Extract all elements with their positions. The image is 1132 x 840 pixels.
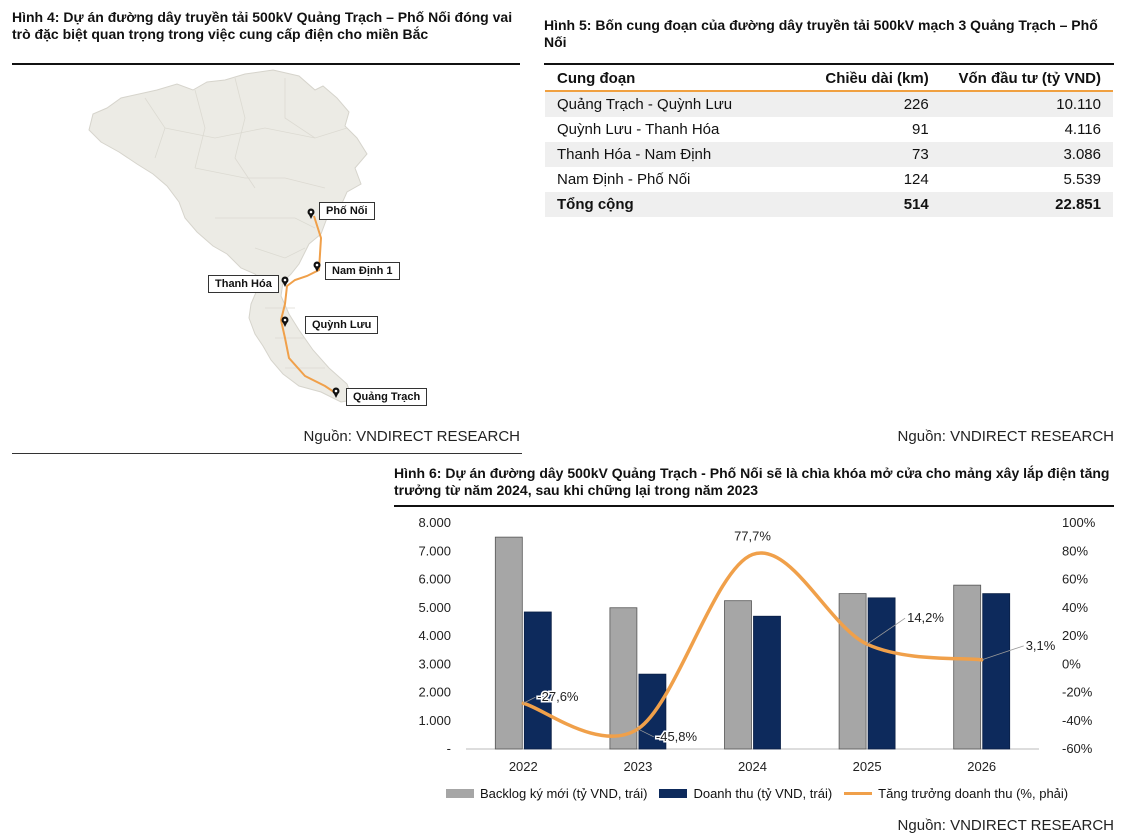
figure5-source: Nguồn: VNDIRECT RESEARCH <box>897 428 1114 445</box>
cell-length: 226 <box>809 91 941 117</box>
bar-revenue <box>753 615 781 750</box>
bar-backlog <box>838 593 867 750</box>
col-header-segment: Cung đoạn <box>545 66 809 92</box>
x-axis-tick-label: 2025 <box>853 759 882 774</box>
bar-backlog <box>724 600 752 750</box>
data-label-leader <box>637 728 655 738</box>
chart-legend: Backlog ký mới (tỷ VND, trái) Doanh thu … <box>446 786 1068 801</box>
left-axis-tick-label: 3.000 <box>418 656 451 671</box>
figure4-title: Hình 4: Dự án đường dây truyền tải 500kV… <box>12 9 513 42</box>
cell-investment: 10.110 <box>940 91 1113 117</box>
table-total-row: Tổng cộng 514 22.851 <box>545 192 1113 217</box>
cell-investment: 5.539 <box>1063 171 1101 188</box>
figure6-chart: 8.000 7.000 6.000 5.000 4.000 3.000 2.000 1.000… <box>418 515 1096 774</box>
vietnam-north-map <box>88 69 368 403</box>
map-landmass <box>88 69 368 403</box>
right-axis-tick-label: 0% <box>1062 656 1081 671</box>
cell-investment: 4.116 <box>1064 121 1101 138</box>
data-label-leader <box>866 617 906 645</box>
map-label-pho-noi: Phố Nối <box>319 202 375 220</box>
right-axis-tick-label: -40% <box>1062 713 1093 728</box>
map-pin-icon <box>307 208 315 219</box>
figure4-title-rule <box>12 63 520 65</box>
bar-revenue <box>523 611 552 750</box>
map-label-nam-dinh: Nam Định 1 <box>325 262 400 280</box>
col-header-investment: Vốn đầu tư (tỷ VND) <box>940 66 1113 92</box>
figure4-source: Nguồn: VNDIRECT RESEARCH <box>303 428 520 445</box>
map-label-quang-trach: Quảng Trạch <box>346 388 428 406</box>
table-row: Quảng Trạch - Quỳnh Lưu 226 10.110 <box>545 91 1113 117</box>
col-header-length: Chiều dài (km) <box>809 66 941 92</box>
legend-swatch-backlog <box>446 789 474 798</box>
map-pin-icon <box>313 261 321 272</box>
map-label-quynh-luu: Quỳnh Lưu <box>305 316 379 334</box>
growth-line <box>521 551 984 738</box>
data-label-leader <box>523 696 536 704</box>
legend-swatch-revenue <box>659 789 688 798</box>
growth-data-label: 3,1% <box>1026 638 1056 653</box>
right-axis-tick-label: -20% <box>1062 685 1093 700</box>
cell-segment: Quảng Trạch - Quỳnh Lưu <box>545 91 809 117</box>
map-pin-icon <box>281 276 289 287</box>
left-axis-tick-label: 6.000 <box>418 572 451 587</box>
figure6-title-rule <box>394 505 1114 507</box>
legend-swatch-growth <box>844 792 873 795</box>
left-axis-tick-label: 7.000 <box>418 543 451 558</box>
cell-total-label: Tổng cộng <box>545 192 809 217</box>
bar-revenue <box>982 593 1011 750</box>
left-axis-tick-label: 8.000 <box>418 515 451 530</box>
growth-data-label: 14,2% <box>907 610 944 625</box>
cell-length: 124 <box>903 171 929 188</box>
bar-backlog <box>953 584 982 750</box>
bar-revenue <box>867 597 896 750</box>
bar-backlog <box>609 607 638 750</box>
right-axis-tick-label: 80% <box>1062 543 1088 558</box>
right-axis-tick-label: -60% <box>1062 741 1093 756</box>
cell-investment: 3.086 <box>940 142 1113 167</box>
map-label-thanh-hoa: Thanh Hóa <box>208 275 279 293</box>
map-pin-icon <box>332 387 340 398</box>
right-axis-tick-label: 20% <box>1062 628 1088 643</box>
legend-label-revenue: Doanh thu (tỷ VND, trái) <box>693 786 833 801</box>
cell-length: 91 <box>912 121 929 138</box>
x-axis-tick-label: 2024 <box>738 759 767 774</box>
table-row: Thanh Hóa - Nam Định 73 3.086 <box>545 142 1113 167</box>
growth-data-label: -45,8% <box>656 729 698 744</box>
growth-data-label: -27,6% <box>537 689 579 704</box>
x-axis-tick-label: 2022 <box>509 759 538 774</box>
x-axis-tick-label: 2023 <box>623 759 652 774</box>
left-axis-tick-label: 4.000 <box>418 628 451 643</box>
figure5-title-rule <box>544 63 1114 65</box>
figure6-title: Hình 6: Dự án đường dây 500kV Quảng Trạc… <box>394 465 1110 498</box>
cell-segment: Thanh Hóa - Nam Định <box>545 142 809 167</box>
segments-table: Cung đoạn Chiều dài (km) Vốn đầu tư (tỷ … <box>545 66 1113 217</box>
transmission-route <box>279 215 338 395</box>
left-axis-tick-label: 5.000 <box>418 600 451 615</box>
right-axis-tick-label: 40% <box>1062 600 1088 615</box>
cell-total-investment: 22.851 <box>940 192 1113 217</box>
right-axis-tick-label: 100% <box>1062 515 1096 530</box>
legend-label-growth: Tăng trưởng doanh thu (%, phải) <box>878 786 1069 801</box>
table-row: Nam Định - Phố Nối 124 5.539 <box>545 167 1113 192</box>
left-axis-tick-label: - <box>447 741 451 756</box>
cell-segment: Quỳnh Lưu - Thanh Hóa <box>557 121 720 138</box>
map-pin-icon <box>281 316 289 327</box>
growth-data-label: 77,7% <box>734 528 771 543</box>
data-label-leader <box>981 645 1024 661</box>
cell-total-length: 514 <box>809 192 941 217</box>
cell-length: 73 <box>809 142 941 167</box>
province-borders <box>144 77 348 369</box>
figure4-bottom-rule <box>12 453 522 454</box>
figure5-title: Hình 5: Bốn cung đoạn của đường dây truy… <box>544 17 1098 50</box>
left-axis-tick-label: 1.000 <box>418 713 451 728</box>
cell-segment: Nam Định - Phố Nối <box>557 171 691 188</box>
left-axis-tick-label: 2.000 <box>418 685 451 700</box>
x-axis-tick-label: 2026 <box>967 759 996 774</box>
table-header-row: Cung đoạn Chiều dài (km) Vốn đầu tư (tỷ … <box>545 66 1113 92</box>
figure6-source: Nguồn: VNDIRECT RESEARCH <box>897 817 1114 834</box>
bar-backlog <box>494 536 523 750</box>
table-row: Quỳnh Lưu - Thanh Hóa 91 4.116 <box>545 117 1113 142</box>
legend-label-backlog: Backlog ký mới (tỷ VND, trái) <box>480 786 648 801</box>
right-axis-tick-label: 60% <box>1062 572 1088 587</box>
